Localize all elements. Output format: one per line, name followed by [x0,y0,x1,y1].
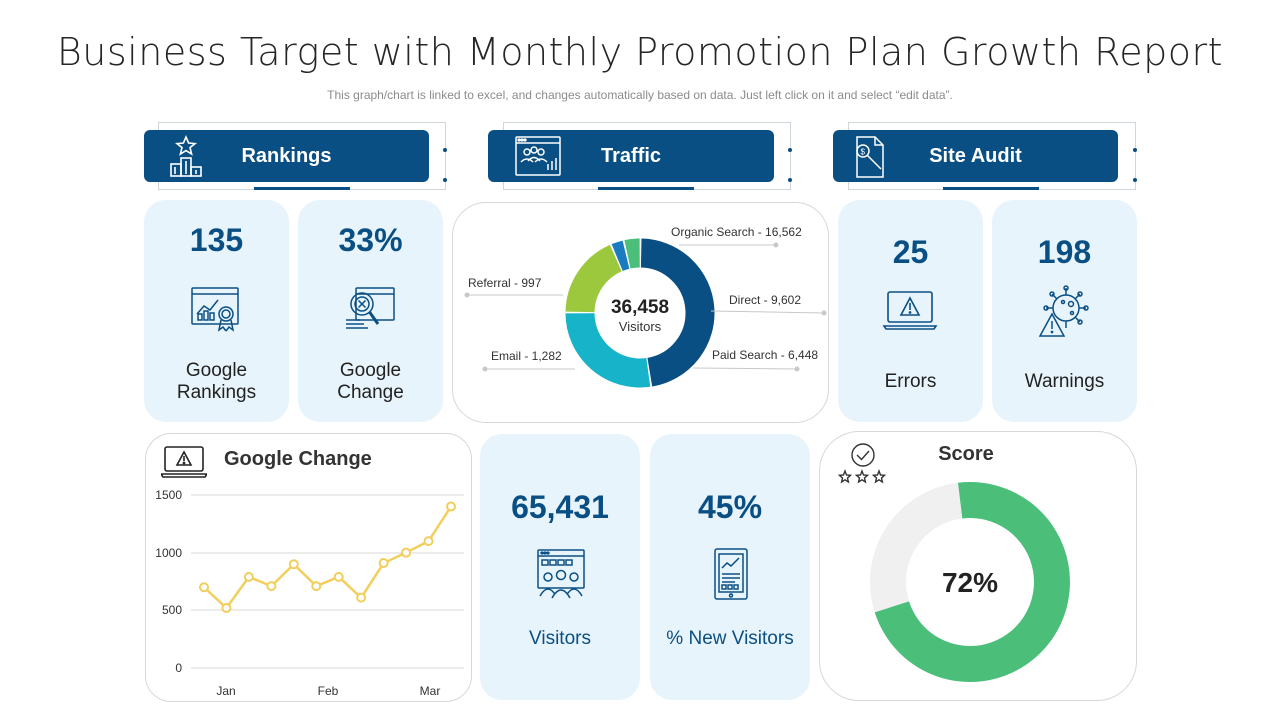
svg-text:$: $ [861,148,866,157]
virus-warning-icon [1038,285,1089,337]
direct-leader-line [710,310,825,314]
line-point-9 [401,547,412,558]
line-point-6 [333,571,344,582]
score-title: Score [938,443,994,465]
traffic-slice-3 [611,240,630,272]
score-donut-slices [870,482,1070,682]
traffic-slice-0 [640,238,715,387]
y-tick-0: 0 [175,661,182,675]
traffic-header-label: Traffic [600,144,662,167]
line-point-0 [199,582,209,593]
y-tick-1000: 1000 [155,546,182,560]
line-point-11 [446,501,456,512]
score-center-value: 72% [942,567,998,598]
errors-label: Errors [884,371,937,392]
paid-leader-line [692,367,798,370]
errors-value: 25 [892,234,929,270]
line-point-2 [243,571,254,582]
score-value-slice [874,482,1070,682]
traffic-center-value: 36,458 [611,297,669,318]
laptop-warning-icon [882,291,938,330]
line-point-7 [356,592,367,603]
new-visitors-label: % New Visitors [666,628,794,649]
google-change-chart-title: Google Change [224,448,372,470]
google-rankings-label-line1: Google [185,360,248,381]
x-tick-jan: Jan [216,684,235,698]
google-change-points [199,501,456,614]
site-audit-header-bar: Site Audit [833,130,1118,182]
traffic-monitor-icon [515,136,561,176]
magnifier-search-icon [346,287,395,329]
laptop-alert-icon [161,446,207,478]
rankings-header-label: Rankings [241,144,332,167]
paid-search-label: Paid Search - 6,448 [712,348,818,362]
direct-label: Direct - 9,602 [729,293,801,307]
ranking-certificate-icon [191,287,239,332]
y-tick-500: 500 [162,603,182,617]
google-rankings-value: 135 [189,222,244,258]
tablet-report-icon [714,548,748,600]
y-tick-1500: 1500 [155,488,182,502]
audit-document-icon: $ [856,136,884,178]
google-change-card: 33% Google Change [298,200,443,422]
traffic-header-bar: Traffic [488,130,774,182]
errors-card: 25 Errors [838,200,983,422]
warnings-card: 198 Warnings [992,200,1137,422]
google-rankings-label-line2: Rankings [176,382,257,403]
traffic-slice-2 [565,244,623,313]
referral-label: Referral - 997 [468,276,542,290]
page-subtitle: This graph/chart is linked to excel, and… [327,88,953,102]
organic-search-label: Organic Search - 16,562 [671,225,802,239]
traffic-donut-slices [565,238,715,388]
page-title: Business Target with Monthly Promotion P… [56,30,1224,74]
score-donut-chart: 72% [870,482,1070,682]
site-audit-header-label: Site Audit [929,144,1022,167]
google-rankings-card: 135 Google Rankings [144,200,289,422]
warnings-label: Warnings [1024,371,1105,392]
visitors-value: 65,431 [511,489,609,525]
google-change-line [203,505,453,610]
rankings-podium-icon [170,134,202,177]
score-card: Score 72% [819,431,1137,701]
traffic-center-label: Visitors [619,319,662,334]
line-point-1 [221,603,232,614]
google-change-label-line1: Google [339,360,402,381]
visitors-label: Visitors [529,628,591,649]
traffic-donut-chart: 36,458 Visitors Organic Search - 16,562 … [464,225,827,388]
new-visitors-value: 45% [697,489,763,525]
x-tick-mar: Mar [420,684,441,698]
google-change-value: 33% [338,222,403,258]
rating-check-stars-icon [837,443,887,484]
line-point-8 [378,558,389,569]
traffic-card: 36,458 Visitors Organic Search - 16,562 … [452,202,829,423]
google-change-chart-card: Google Change 1500 1000 500 0 Jan Feb Ma… [145,433,472,702]
line-point-4 [288,559,299,570]
google-change-line-chart: 1500 1000 500 0 Jan Feb Mar [155,488,464,698]
traffic-slice-1 [565,312,651,388]
line-point-3 [266,581,277,592]
warnings-value: 198 [1037,234,1092,270]
traffic-slice-4 [624,238,641,269]
visitors-group-icon [537,549,585,599]
line-point-5 [311,581,322,592]
visitors-card: 65,431 Visitors [480,434,640,700]
x-tick-feb: Feb [318,684,339,698]
new-visitors-card: 45% % New Visitors [650,434,810,700]
email-label: Email - 1,282 [491,349,562,363]
google-change-label-line2: Change [337,382,404,403]
line-point-10 [423,536,434,547]
